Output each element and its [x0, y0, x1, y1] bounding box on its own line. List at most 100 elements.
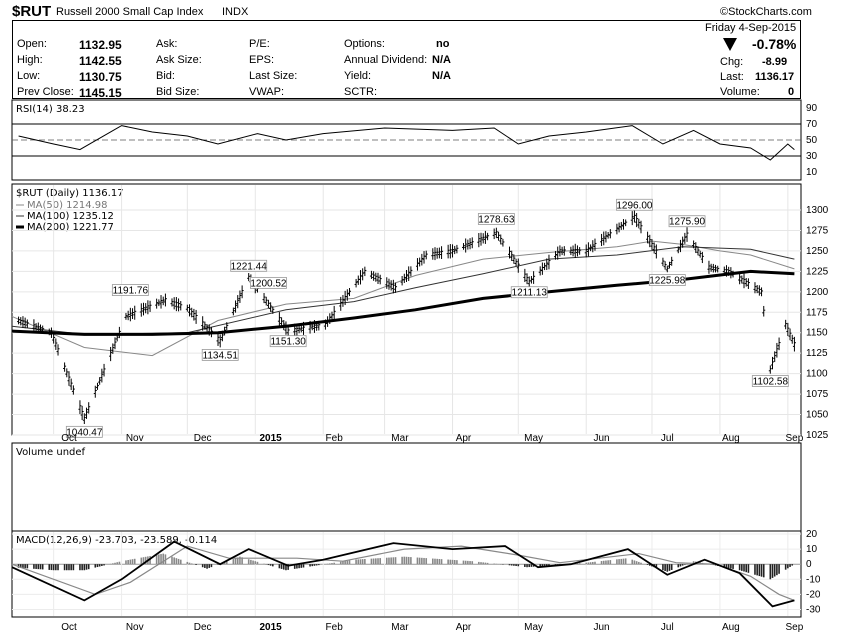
price-bar: [558, 245, 562, 257]
rsi-tick-label: 90: [806, 103, 818, 114]
price-bar: [203, 321, 207, 330]
price-bar: [727, 266, 731, 276]
price-bar: [683, 232, 687, 244]
price-x-label: Nov: [126, 433, 144, 444]
price-bar: [624, 219, 628, 227]
price-bar: [545, 258, 549, 271]
price-bar: [466, 239, 470, 250]
legend-entry: MA(200) 1221.77: [27, 222, 114, 233]
price-annotation-box: [648, 274, 686, 286]
price-bar: [523, 268, 527, 283]
price-bar: [19, 317, 23, 326]
macd-x-label: Oct: [61, 622, 77, 633]
price-x-label: 2015: [259, 433, 282, 444]
symbol: $RUT: [12, 3, 52, 20]
price-bar: [310, 323, 314, 331]
price-panel: $RUT (Daily) 1136.17 MA(50) 1214.98MA(10…: [11, 183, 829, 444]
price-bar: [562, 246, 566, 256]
price-tick-label: 1150: [806, 328, 828, 339]
options-label: Options:: [344, 38, 385, 50]
price-bar: [376, 272, 380, 284]
price-bar: [280, 317, 284, 327]
options-value: no: [436, 38, 450, 50]
price-bar: [36, 322, 40, 334]
price-bar: [591, 240, 595, 253]
price-annotation: 1134.51: [201, 349, 239, 361]
price-bar: [317, 320, 321, 331]
price-x-label: May: [524, 433, 543, 444]
price-bar: [301, 321, 305, 335]
price-bar: [602, 231, 606, 246]
price-bar: [82, 413, 86, 424]
low-label: Low:: [17, 70, 41, 82]
price-annotation-box: [230, 259, 268, 272]
vwap-label: VWAP:: [249, 86, 285, 98]
price-bar: [525, 273, 529, 285]
price-bar: [431, 248, 435, 260]
price-x-label: Apr: [456, 433, 472, 444]
macd-tick-label: -10: [806, 574, 821, 585]
price-annotation-label: 1211.13: [512, 288, 548, 299]
price-bar: [569, 246, 573, 256]
price-annotation: 1221.44: [230, 259, 268, 272]
price-bar: [205, 324, 209, 332]
price-bar: [402, 273, 406, 284]
price-bar: [573, 243, 577, 259]
last-label: Last:: [720, 71, 744, 83]
price-x-label: Sep: [786, 433, 804, 444]
price-bar: [790, 334, 794, 344]
price-bar: [547, 254, 551, 270]
price-bar: [508, 246, 512, 259]
price-annotation: 1191.76: [111, 284, 149, 297]
price-bar: [201, 316, 205, 331]
price-bar: [722, 266, 726, 275]
price-bar: [773, 351, 777, 363]
price-annotation-label: 1102.58: [753, 377, 789, 388]
price-bar: [385, 277, 389, 289]
chg-value: -8.99: [762, 56, 788, 68]
price-bar: [207, 324, 211, 336]
price-annotation-label: 1151.30: [270, 337, 306, 348]
price-bar: [277, 312, 281, 327]
high-label: High:: [17, 54, 43, 66]
macd-tick-label: 20: [806, 529, 818, 540]
price-bar: [157, 299, 161, 307]
price-x-label: Jul: [661, 433, 674, 444]
price-bar: [179, 301, 183, 311]
price-bar: [109, 346, 113, 362]
price-bar: [479, 232, 483, 246]
macd-x-label: 2015: [259, 622, 282, 633]
price-bar: [139, 303, 143, 317]
price-bar: [38, 324, 42, 333]
price-bar: [85, 407, 89, 419]
price-bar: [234, 300, 238, 313]
price-bar: [494, 227, 498, 239]
price-x-label: Dec: [194, 433, 212, 444]
price-bar: [407, 266, 411, 282]
macd-x-label: May: [524, 622, 543, 633]
price-bar: [646, 231, 650, 244]
price-bar: [483, 230, 487, 244]
price-annotation-label: 1134.51: [203, 350, 239, 361]
price-bar: [575, 245, 579, 257]
price-bar: [271, 306, 275, 314]
price-tick-label: 1300: [806, 205, 829, 216]
price-bar: [635, 212, 639, 228]
price-bar: [492, 228, 496, 240]
macd-tick-label: 10: [806, 544, 818, 555]
price-bar: [709, 263, 713, 272]
price-bar: [617, 222, 621, 233]
price-bar: [177, 298, 181, 312]
price-bar: [746, 278, 750, 289]
price-bar: [711, 263, 715, 273]
price-tick-label: 1175: [806, 307, 828, 318]
price-bar: [269, 302, 273, 312]
price-bar: [584, 244, 588, 258]
ask-label: Ask:: [156, 38, 178, 50]
price-annotation: 1275.90: [668, 215, 706, 228]
price-annotation-label: 1200.52: [250, 278, 287, 289]
price-annotation: 1151.30: [269, 335, 307, 348]
price-annotation-box: [201, 349, 239, 361]
price-bar: [80, 405, 84, 421]
price-bar: [174, 297, 178, 312]
